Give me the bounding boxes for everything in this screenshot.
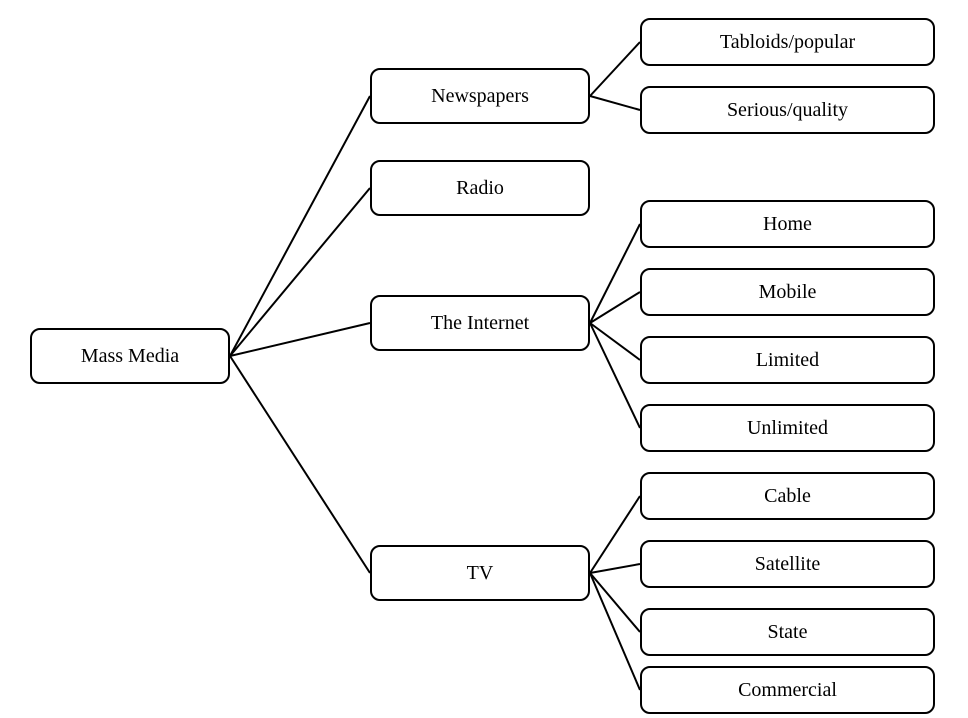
node-label: Newspapers xyxy=(431,85,529,108)
node-radio: Radio xyxy=(370,160,590,216)
node-limited: Limited xyxy=(640,336,935,384)
node-cable: Cable xyxy=(640,472,935,520)
node-tabloids: Tabloids/popular xyxy=(640,18,935,66)
node-label: Unlimited xyxy=(747,417,828,440)
node-label: Tabloids/popular xyxy=(720,31,855,54)
node-label: Radio xyxy=(456,177,504,200)
node-serious: Serious/quality xyxy=(640,86,935,134)
node-label: Limited xyxy=(756,349,819,372)
node-label: State xyxy=(768,621,808,644)
node-home: Home xyxy=(640,200,935,248)
node-commercial: Commercial xyxy=(640,666,935,714)
node-tv: TV xyxy=(370,545,590,601)
node-root: Mass Media xyxy=(30,328,230,384)
node-label: Home xyxy=(763,213,812,236)
node-label: Satellite xyxy=(755,553,821,576)
node-satellite: Satellite xyxy=(640,540,935,588)
node-label: Mobile xyxy=(759,281,817,304)
node-label: Cable xyxy=(764,485,811,508)
node-newspapers: Newspapers xyxy=(370,68,590,124)
node-mobile: Mobile xyxy=(640,268,935,316)
node-label: Mass Media xyxy=(81,345,179,368)
node-label: Commercial xyxy=(738,679,837,702)
node-label: The Internet xyxy=(431,312,529,335)
node-state: State xyxy=(640,608,935,656)
node-unlimited: Unlimited xyxy=(640,404,935,452)
node-label: TV xyxy=(467,562,494,585)
node-internet: The Internet xyxy=(370,295,590,351)
node-label: Serious/quality xyxy=(727,99,848,122)
diagram-stage: Mass Media Newspapers Radio The Internet… xyxy=(0,0,968,718)
